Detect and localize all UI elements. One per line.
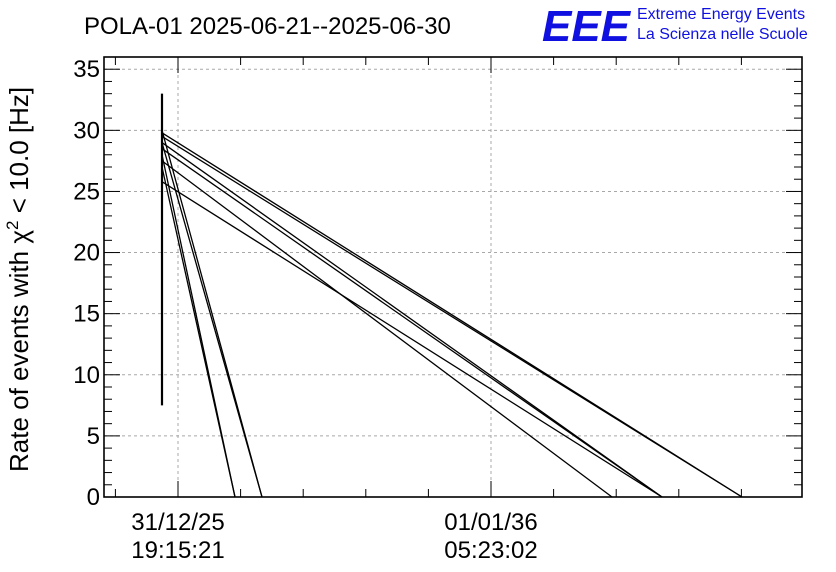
- x-tick-label-date: 31/12/25: [131, 509, 224, 536]
- series-group: [160, 93, 743, 498]
- y-tick-label: 35: [73, 56, 100, 83]
- y-tick-label: 0: [87, 484, 100, 511]
- y-axis-label-suffix: < 10.0 [Hz]: [4, 87, 34, 221]
- chart-title: POLA-01 2025-06-21--2025-06-30: [84, 13, 451, 40]
- y-tick-label: 25: [73, 178, 100, 205]
- series-line: [161, 166, 236, 498]
- y-tick-label: 30: [73, 117, 100, 144]
- plot-frame: [103, 56, 803, 498]
- series-line: [161, 142, 663, 498]
- y-tick-label: 5: [87, 423, 100, 450]
- axes: [103, 56, 803, 498]
- y-tick-label: 20: [73, 240, 100, 267]
- x-tick-label-date: 01/01/36: [444, 509, 537, 536]
- y-axis-label-prefix: Rate of events with χ: [4, 230, 34, 472]
- y-axis-label-sup: 2: [3, 221, 22, 230]
- y-tick-label: 15: [73, 301, 100, 328]
- grid: [104, 57, 802, 497]
- x-tick-label-time: 05:23:02: [444, 537, 537, 564]
- eee-logo: EEE Extreme Energy Events La Scienza nel…: [542, 2, 808, 51]
- y-tick-labels: 0 5 10 15 20 25 30 35: [73, 56, 100, 511]
- series-line: [161, 160, 613, 498]
- logo-line-2: La Scienza nelle Scuole: [637, 26, 808, 43]
- series-line: [161, 135, 743, 498]
- eee-logo-mark: EEE: [542, 2, 632, 51]
- logo-line-1: Extreme Energy Events: [637, 6, 805, 23]
- y-tick-label: 10: [73, 362, 100, 389]
- series-line: [161, 142, 263, 498]
- x-tick-label-time: 19:15:21: [131, 537, 224, 564]
- series-line: [161, 181, 663, 498]
- series-line: [161, 148, 663, 498]
- y-axis-label: Rate of events with χ2 < 10.0 [Hz]: [3, 87, 34, 472]
